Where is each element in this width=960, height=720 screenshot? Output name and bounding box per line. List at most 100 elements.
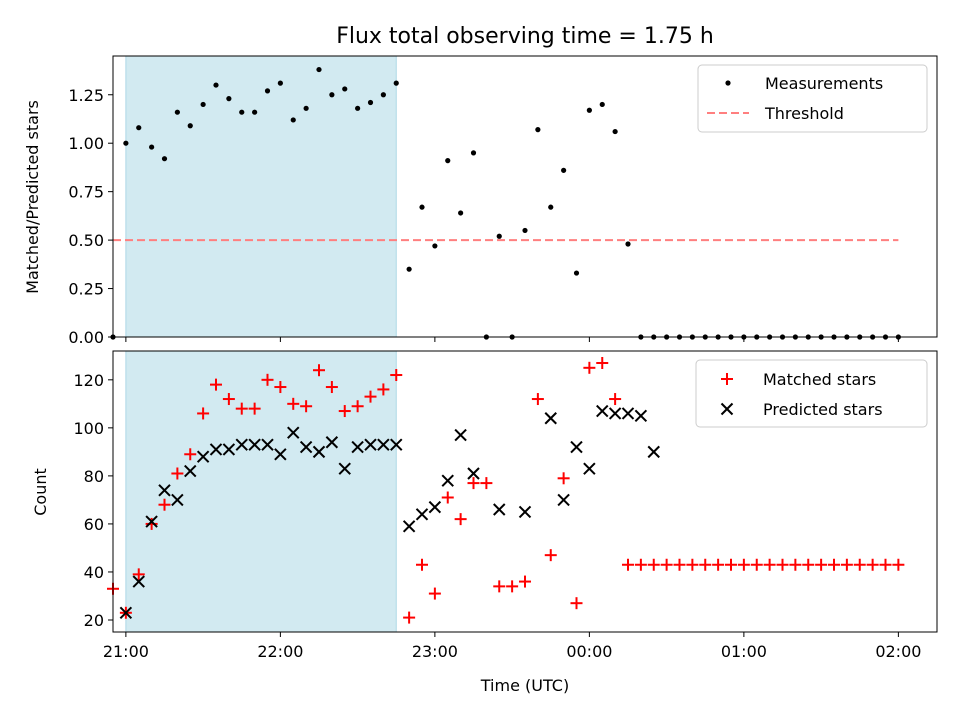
measurement-point <box>252 109 258 115</box>
measurement-point <box>406 266 412 272</box>
measurement-point <box>200 101 206 108</box>
matched-star-point <box>853 558 866 571</box>
predicted-star-point <box>274 448 287 461</box>
measurement-point <box>432 243 438 249</box>
legend-label-threshold: Threshold <box>764 104 844 123</box>
matched-star-point <box>210 378 222 391</box>
measurement-point <box>290 117 296 123</box>
matched-star-point <box>235 402 248 415</box>
matched-star-point <box>660 558 673 571</box>
matched-star-point <box>879 558 892 571</box>
measurement-point <box>303 105 309 111</box>
predicted-star-point <box>364 438 377 451</box>
legend-plus-glyph <box>721 373 733 385</box>
predicted-star-point <box>402 520 416 533</box>
matched-star-point <box>287 397 300 410</box>
matched-star-point <box>892 558 905 571</box>
predicted-star-point <box>415 508 429 521</box>
matched-star-point <box>377 383 390 396</box>
bot-ytick-label: 20 <box>84 611 104 630</box>
measurement-point <box>625 241 631 247</box>
predicted-star-point <box>583 462 596 475</box>
predicted-star-point <box>261 438 274 451</box>
predicted-star-point <box>184 464 197 478</box>
matched-star-point <box>763 558 776 571</box>
measurement-point <box>367 99 374 106</box>
matched-star-point <box>493 580 506 593</box>
legend-label-predicted: Predicted stars <box>763 400 883 419</box>
measurement-point <box>573 270 580 276</box>
matched-star-point <box>390 369 403 382</box>
legend-marker-matched <box>721 373 733 385</box>
measurement-point <box>213 82 219 88</box>
matched-star-point <box>480 477 493 490</box>
measurement-point <box>419 204 425 210</box>
legend-label-matched: Matched stars <box>763 370 876 389</box>
measurement-point <box>470 150 477 156</box>
top-axes-frame <box>112 55 938 338</box>
predicted-star-point <box>222 443 236 456</box>
top-legend: Measurements Threshold <box>697 64 928 133</box>
matched-star-point <box>737 558 750 571</box>
predicted-star-point <box>171 493 184 507</box>
matched-star-point <box>313 364 325 377</box>
matched-star-point <box>351 400 364 413</box>
predicted-star-point <box>596 404 609 418</box>
predicted-star-point <box>312 445 326 459</box>
matched-star-point <box>544 549 557 562</box>
predicted-star-point <box>493 503 506 516</box>
matched-star-point <box>802 558 815 571</box>
top-ytick-label: 0.75 <box>68 183 104 202</box>
predicted-star-point <box>621 407 635 420</box>
measurement-point <box>316 66 322 73</box>
matched-star-point <box>364 390 377 403</box>
matched-star-point <box>248 402 261 415</box>
measurement-point <box>561 167 567 173</box>
matched-star-point <box>454 513 467 526</box>
bottom-legend: Matched stars Predicted stars <box>695 359 928 428</box>
predicted-star-point <box>132 575 145 588</box>
matched-star-point <box>441 491 454 504</box>
matched-star-point <box>750 558 763 571</box>
legend-cross-glyph <box>720 402 734 416</box>
bottom-ylabel: Count <box>31 468 50 516</box>
matched-star-point <box>557 472 570 485</box>
matched-star-point <box>596 357 609 370</box>
predicted-star-point <box>248 438 261 451</box>
matched-star-point <box>338 405 351 418</box>
measurement-point <box>226 96 232 102</box>
measurement-point <box>612 128 618 135</box>
predicted-star-point <box>467 467 480 480</box>
measurement-point <box>548 204 554 210</box>
matched-star-point <box>840 558 853 571</box>
predicted-star-point <box>647 445 660 459</box>
x-axis-label: Time (UTC) <box>480 676 569 695</box>
matched-star-point <box>132 568 145 581</box>
top-shaded-interval <box>125 55 397 338</box>
bottom-legend-box <box>695 359 928 428</box>
measurement-point <box>277 80 283 86</box>
predicted-star-point <box>235 438 248 451</box>
matched-star-point <box>699 558 712 571</box>
legend-marker-predicted <box>720 402 734 416</box>
matched-star-point <box>725 558 737 571</box>
matched-star-point <box>325 381 338 394</box>
matched-star-point <box>506 580 519 593</box>
bot-xtick-label: 21:00 <box>103 642 149 661</box>
predicted-star-point <box>557 493 570 507</box>
matched-star-point <box>828 558 840 571</box>
bot-xtick-label: 01:00 <box>721 642 767 661</box>
measurement-point <box>136 125 142 131</box>
matched-star-point <box>428 587 441 600</box>
predicted-star-point <box>634 409 648 423</box>
matched-star-point <box>866 558 879 571</box>
measurement-point <box>599 101 605 108</box>
matched-star-point <box>261 373 274 386</box>
measurement-point <box>458 210 464 216</box>
predicted-star-point <box>454 428 467 442</box>
matched-star-point <box>570 597 583 610</box>
measurement-point <box>445 158 451 164</box>
predicted-star-point <box>390 438 403 451</box>
top-ytick-label: 0.50 <box>68 231 104 250</box>
matched-star-point <box>622 558 634 571</box>
